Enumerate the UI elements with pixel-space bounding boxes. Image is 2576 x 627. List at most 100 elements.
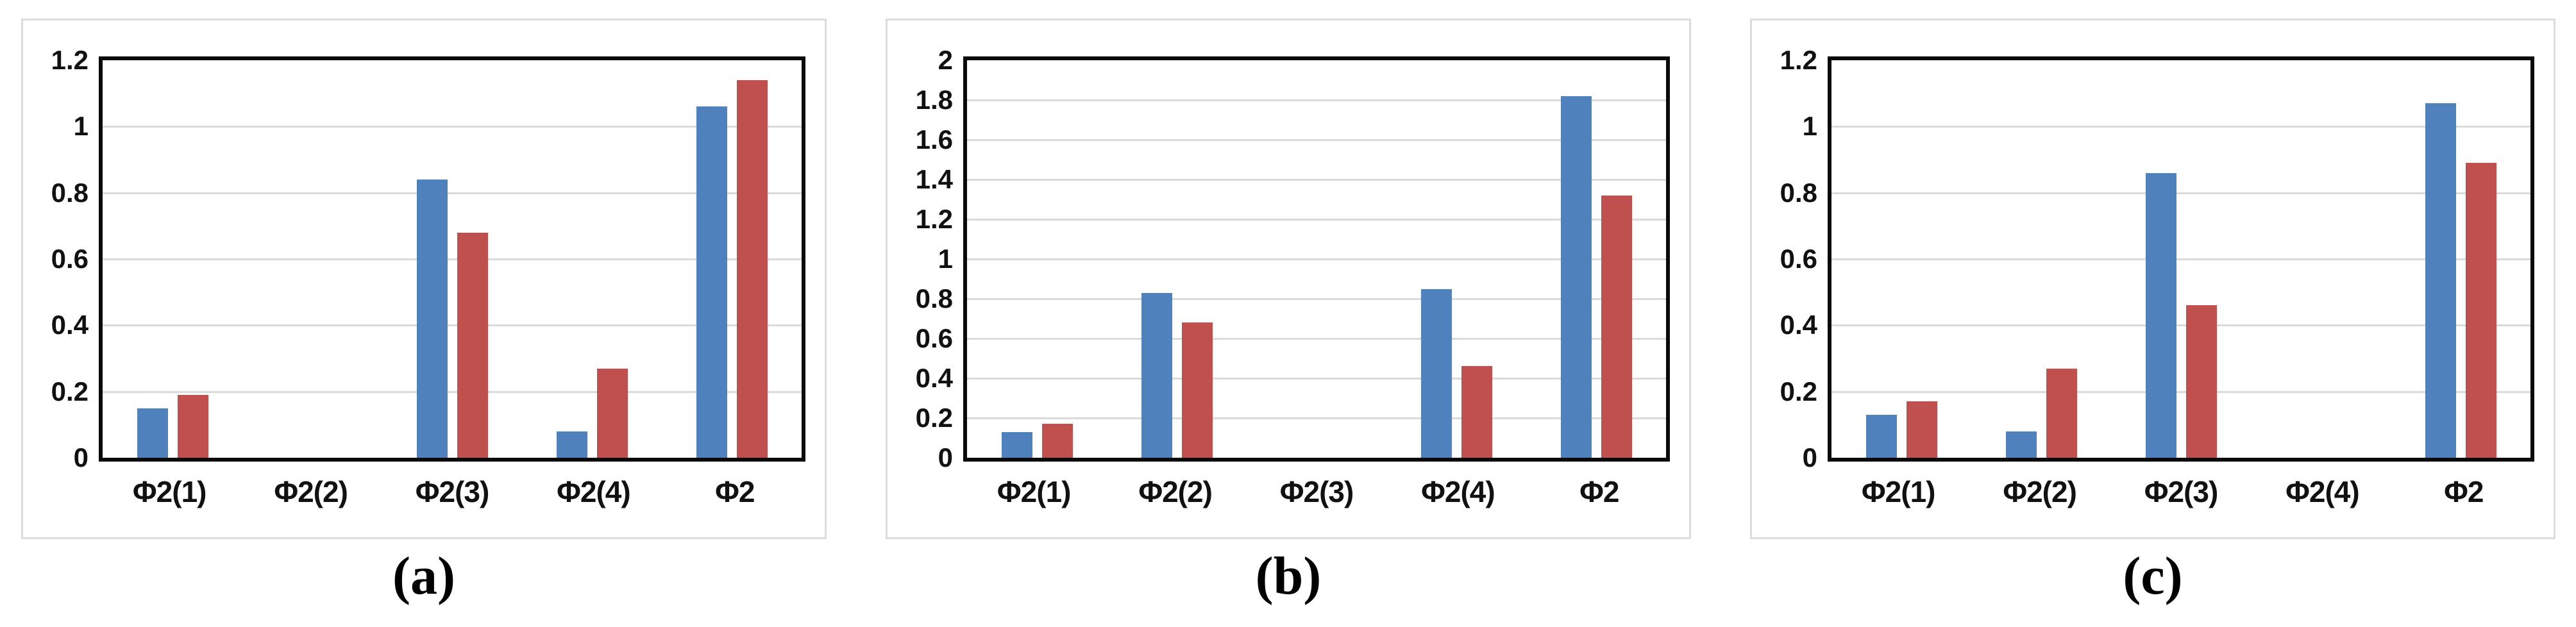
bar-series-blue — [1420, 288, 1452, 458]
gridline — [1831, 126, 2530, 128]
bar-series-red — [1461, 366, 1492, 458]
x-axis: Φ2(1) Φ2(2) Φ2(3) Φ2(4) Φ2 — [99, 474, 805, 509]
x-axis: Φ2(1) Φ2(2) Φ2(3) Φ2(4) Φ2 — [1828, 474, 2534, 509]
bar-series-red — [177, 394, 208, 458]
x-category-label: Φ2(2) — [1138, 475, 1213, 508]
figure-b: 0 0.2 0.4 0.6 0.8 1 1.2 1.4 1.6 1.8 2 Φ2(1) Φ2(2) Φ2… — [886, 19, 1691, 603]
bar-group — [2111, 60, 2251, 458]
bar-group — [1526, 60, 1666, 458]
bar-series-blue — [1141, 292, 1172, 458]
chart-panel-c: 0 0.2 0.4 0.6 0.8 1 1.2 Φ2(1) Φ2(2) Φ2(3) Φ2(4) Φ2 — [1750, 19, 2555, 539]
figure-c: 0 0.2 0.4 0.6 0.8 1 1.2 Φ2(1) Φ2(2) Φ2(3) Φ2(4) Φ2… — [1750, 19, 2555, 603]
x-category-label: Φ2(4) — [1421, 475, 1495, 508]
y-tick-label: 0.6 — [51, 244, 88, 274]
bar-group — [2251, 60, 2391, 458]
x-category-label: Φ2(4) — [557, 475, 631, 508]
bar-series-red — [736, 80, 768, 458]
gridline — [967, 338, 1666, 340]
x-category-label: Φ2(3) — [415, 475, 490, 508]
x-category-label: Φ2 — [2444, 475, 2484, 508]
bar-series-blue — [696, 106, 727, 458]
bars-layer — [967, 60, 1666, 458]
bar-group — [1107, 60, 1247, 458]
y-tick-label: 0.6 — [915, 323, 953, 353]
chart-row: 0 0.2 0.4 0.6 0.8 1 1.2 — [1758, 47, 2534, 471]
gridline — [103, 324, 802, 327]
bar-group — [382, 60, 522, 458]
chart-panel-a: 0 0.2 0.4 0.6 0.8 1 1.2 Φ2(1) Φ2(2) Φ2(3) Φ2(4) Φ2 — [21, 19, 827, 539]
bar-series-red — [2185, 305, 2217, 458]
y-tick-label: 0.2 — [915, 403, 953, 433]
y-tick-label: 0.4 — [915, 363, 953, 393]
y-tick-label: 0.8 — [51, 177, 88, 208]
plot-border — [1828, 56, 2534, 462]
bars-layer — [103, 60, 802, 458]
x-category-label: Φ2(1) — [1861, 475, 1936, 508]
chart-row: 0 0.2 0.4 0.6 0.8 1 1.2 1.4 1.6 1.8 2 — [894, 47, 1670, 471]
y-tick-label: 0.8 — [915, 283, 953, 314]
y-tick-label: 1 — [938, 244, 953, 274]
y-tick-label: 1.8 — [915, 85, 953, 115]
y-tick-label: 1.6 — [915, 124, 953, 155]
bar-group — [1971, 60, 2111, 458]
gridline — [967, 179, 1666, 181]
y-tick-label: 0.4 — [51, 310, 88, 340]
bar-series-red — [596, 368, 628, 458]
gridline — [103, 192, 802, 194]
bar-series-red — [1906, 401, 1937, 458]
x-category-label: Φ2(1) — [997, 475, 1072, 508]
bar-group — [2391, 60, 2530, 458]
plot-area — [103, 60, 802, 458]
y-tick-label: 0.4 — [1780, 310, 1817, 340]
caption-b: (b) — [1255, 546, 1322, 606]
y-tick-label: 0 — [1802, 442, 1817, 472]
bar-series-blue — [1865, 414, 1897, 458]
gridline — [967, 219, 1666, 221]
x-category-label: Φ2 — [1579, 475, 1619, 508]
plot-area — [967, 60, 1666, 458]
bar-series-red — [1601, 195, 1632, 458]
gridline — [967, 298, 1666, 300]
bar-series-red — [2465, 163, 2496, 458]
caption-a: (a) — [392, 546, 455, 606]
bar-series-blue — [2425, 103, 2456, 458]
gridline — [103, 390, 802, 393]
x-category-label: Φ2(3) — [2144, 475, 2219, 508]
caption-c: (c) — [2123, 546, 2183, 606]
bar-group — [1247, 60, 1386, 458]
y-tick-label: 1.2 — [51, 45, 88, 75]
bar-group — [662, 60, 802, 458]
y-axis: 0 0.2 0.4 0.6 0.8 1 1.2 — [29, 47, 99, 471]
y-axis: 0 0.2 0.4 0.6 0.8 1 1.2 1.4 1.6 1.8 2 — [894, 47, 963, 471]
bar-group — [242, 60, 382, 458]
x-axis: Φ2(1) Φ2(2) Φ2(3) Φ2(4) Φ2 — [963, 474, 1670, 509]
figure-a: 0 0.2 0.4 0.6 0.8 1 1.2 Φ2(1) Φ2(2) Φ2(3) Φ2(4) Φ2… — [21, 19, 827, 603]
bar-series-red — [1041, 424, 1073, 458]
y-tick-label: 0.8 — [1780, 177, 1817, 208]
bar-series-red — [457, 232, 488, 458]
plot-border — [99, 56, 805, 462]
y-tick-label: 1 — [73, 111, 88, 142]
figure-strip: 0 0.2 0.4 0.6 0.8 1 1.2 Φ2(1) Φ2(2) Φ2(3) Φ2(4) Φ2… — [21, 19, 2555, 603]
bar-series-blue — [416, 180, 448, 458]
bar-series-red — [1181, 322, 1213, 458]
x-category-label: Φ2(3) — [1279, 475, 1354, 508]
x-category-label: Φ2 — [715, 475, 755, 508]
gridline — [1831, 192, 2530, 194]
gridline — [103, 126, 802, 128]
x-category-label: Φ2(1) — [132, 475, 207, 508]
y-tick-label: 2 — [938, 45, 953, 75]
y-tick-label: 0.2 — [51, 376, 88, 406]
x-category-label: Φ2(2) — [2003, 475, 2077, 508]
y-tick-label: 1.2 — [915, 204, 953, 234]
bar-series-blue — [1560, 96, 1592, 458]
y-tick-label: 0.2 — [1780, 376, 1817, 406]
bar-series-red — [2046, 368, 2077, 458]
chart-row: 0 0.2 0.4 0.6 0.8 1 1.2 — [29, 47, 805, 471]
gridline — [967, 417, 1666, 419]
gridline — [967, 258, 1666, 260]
plot-border — [963, 56, 1670, 462]
bar-series-blue — [1001, 431, 1032, 458]
bar-group — [103, 60, 242, 458]
gridline — [967, 378, 1666, 380]
